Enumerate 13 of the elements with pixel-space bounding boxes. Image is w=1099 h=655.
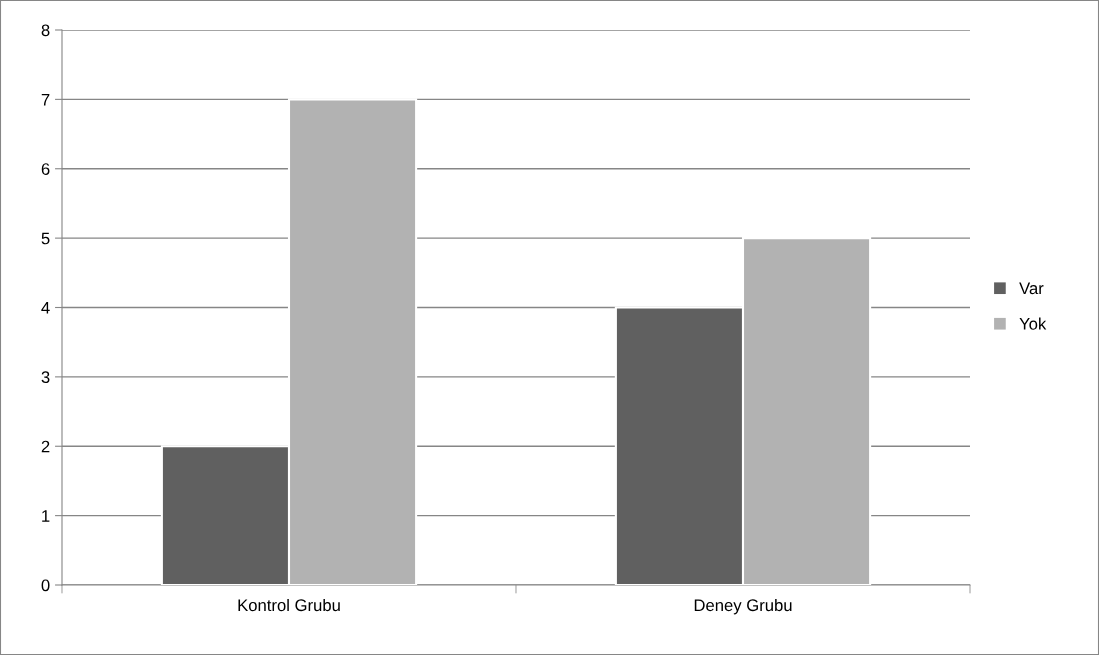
- y-tick-label: 3: [41, 371, 50, 384]
- x-tick-label: Deney Grubu: [694, 598, 792, 615]
- legend-label: Yok: [1019, 317, 1047, 330]
- legend-label: Var: [1019, 282, 1044, 295]
- y-tick-label: 7: [41, 93, 50, 106]
- y-tick-label: 4: [41, 302, 50, 314]
- x-tick-label: Kontrol Grubu: [238, 598, 340, 612]
- y-tick-label: 5: [41, 232, 50, 245]
- y-tick-label: 0: [41, 579, 50, 592]
- y-tick-label: 6: [41, 163, 50, 175]
- y-tick-label: 2: [41, 440, 50, 453]
- y-tick-label: 1: [42, 510, 50, 522]
- y-tick-label: 8: [41, 24, 50, 37]
